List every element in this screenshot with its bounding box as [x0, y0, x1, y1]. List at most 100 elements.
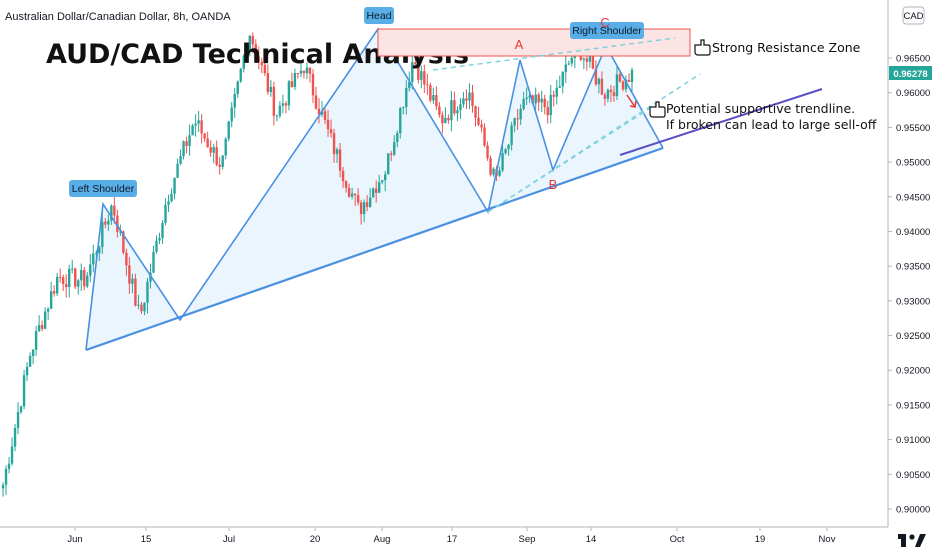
candle-up — [299, 70, 303, 74]
resistance-dash — [432, 37, 676, 71]
candle-up — [371, 188, 375, 198]
candle-down — [326, 119, 330, 130]
candle-up — [236, 81, 239, 94]
candle-up — [224, 138, 227, 156]
candle-up — [80, 270, 83, 281]
candle-down — [435, 95, 438, 107]
candle-up — [49, 291, 53, 309]
candle-up — [510, 125, 513, 145]
candle-down — [591, 56, 595, 69]
candle-up — [320, 111, 324, 115]
candle-up — [381, 180, 384, 183]
candle-down — [218, 164, 221, 167]
candle-up — [432, 95, 435, 101]
y-tick-label: 0.96500 — [896, 54, 930, 65]
candle-down — [65, 283, 68, 288]
candle-down — [585, 58, 589, 62]
candle-down — [266, 73, 270, 93]
candle-up — [405, 88, 408, 107]
last-price-tag — [889, 66, 932, 80]
candle-up — [227, 121, 230, 139]
candle-down — [618, 74, 622, 82]
y-tick-label: 0.92000 — [896, 366, 930, 377]
candle-up — [146, 281, 149, 303]
y-tick-label: 0.93500 — [896, 262, 930, 273]
candle-up — [101, 221, 104, 248]
candle-up — [194, 123, 197, 126]
x-tick-label: 19 — [755, 534, 766, 545]
candle-up — [582, 58, 586, 60]
pointing-hand-icon — [649, 101, 666, 118]
candle-up — [22, 375, 26, 407]
candle-up — [522, 99, 525, 109]
candle-down — [594, 68, 598, 85]
candle-up — [368, 197, 372, 207]
candle-up — [230, 107, 233, 122]
candle-up — [555, 87, 558, 97]
candle-down — [125, 252, 128, 266]
candles — [1, 31, 634, 497]
point-c-label: C — [600, 15, 609, 30]
candle-up — [37, 325, 41, 331]
candle-up — [155, 240, 158, 252]
candle-down — [453, 100, 456, 114]
candle-up — [402, 106, 405, 109]
candle-up — [269, 86, 273, 93]
candle-up — [212, 147, 215, 153]
candle-up — [182, 141, 185, 157]
y-tick-label: 0.91500 — [896, 400, 930, 411]
point-a-label: A — [515, 37, 524, 52]
candle-up — [615, 74, 619, 97]
currency-badge-box — [902, 6, 925, 25]
candle-down — [113, 205, 116, 216]
point-b-label: B — [549, 177, 558, 192]
currency-badge: CAD — [903, 11, 923, 22]
candle-down — [341, 170, 345, 182]
candle-up — [77, 280, 80, 287]
candle-up — [456, 110, 459, 114]
candle-up — [197, 120, 200, 124]
candle-down — [441, 114, 444, 124]
x-tick-label: 20 — [310, 534, 321, 545]
candle-down — [356, 195, 360, 203]
candle-up — [170, 193, 173, 202]
candle-up — [161, 222, 164, 239]
candle-up — [179, 156, 182, 164]
candle-up — [137, 304, 140, 306]
candle-up — [534, 94, 537, 104]
candle-up — [191, 125, 194, 136]
candle-down — [612, 92, 616, 97]
support-annotation-line2: If broken can lead to large sell-off — [666, 117, 877, 132]
candle-down — [486, 145, 489, 159]
support-trendline-extension — [619, 88, 823, 156]
candle-down — [465, 98, 468, 101]
candle-up — [513, 118, 516, 126]
candle-up — [28, 356, 32, 367]
channel-dash-lower — [487, 101, 661, 213]
candle-up — [558, 86, 561, 88]
right-shoulder-tag — [570, 22, 644, 39]
candle-down — [296, 72, 300, 74]
price-scale[interactable] — [888, 0, 932, 527]
candle-down — [263, 65, 267, 74]
candle-up — [528, 95, 531, 98]
candle-down — [374, 188, 378, 193]
candle-down — [552, 94, 555, 97]
candle-up — [275, 115, 279, 117]
candle-up — [131, 278, 134, 284]
candle-down — [140, 304, 143, 312]
candle-up — [564, 64, 567, 73]
candle-down — [603, 94, 607, 99]
candle-down — [74, 268, 77, 287]
y-tick-label: 0.95500 — [896, 123, 930, 134]
candle-up — [158, 238, 161, 241]
candle-down — [209, 147, 212, 153]
candle-up — [519, 108, 522, 120]
candle-down — [609, 89, 613, 93]
pattern-shading — [86, 29, 663, 350]
candle-up — [149, 272, 152, 282]
candle-down — [260, 61, 264, 66]
down-arrow — [626, 94, 637, 108]
y-tick-label: 0.90500 — [896, 470, 930, 481]
candle-down — [272, 86, 276, 116]
